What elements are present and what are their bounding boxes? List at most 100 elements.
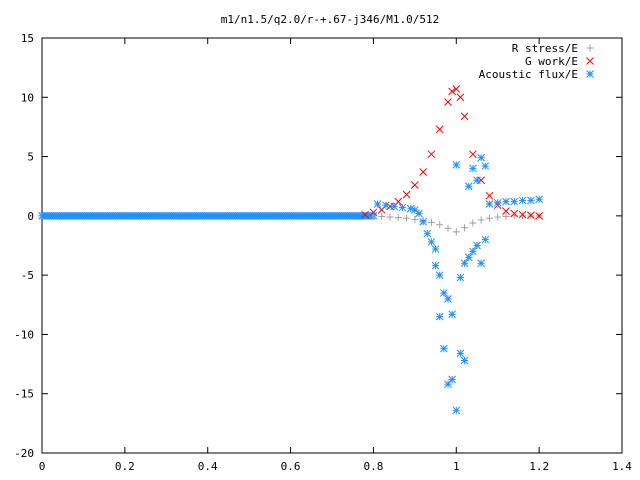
marker-stroke [518,210,527,219]
legend-label: R stress/E [512,42,578,55]
marker-stroke [485,191,494,200]
data-point [415,209,423,218]
series-2 [373,153,543,415]
data-point [427,150,436,159]
data-point [448,310,456,319]
data-point [477,259,485,268]
x-tick-label: 0.4 [198,460,218,473]
marker-stroke [415,209,423,218]
marker-stroke [448,87,456,96]
data-point [444,295,452,303]
axes: 0 0.2 0.4 0.6 0.8 1 1.2 1.4 -20 -15 -10 -5 0 5 10 15 [14,32,632,473]
data-point [452,85,461,93]
marker-stroke [390,202,398,211]
marker-stroke [493,198,502,207]
data-point [411,215,419,223]
data-point [435,312,444,321]
marker-stroke [502,207,510,215]
y-tick-label: 0 [27,210,34,223]
x-tick-label: 1.4 [612,460,632,473]
y-tick-label: 5 [27,151,34,164]
data-point [469,247,477,256]
data-point [502,212,510,220]
marker-stroke [527,196,535,205]
y-tick-label: -10 [14,328,34,341]
x-tick-label: 1 [453,460,460,473]
data-point [419,168,427,176]
data-point [435,271,444,279]
data-point [494,213,502,221]
marker-stroke [586,57,594,65]
marker-stroke [469,164,477,173]
data-point [473,176,481,185]
marker-stroke [427,150,436,159]
data-point [403,214,411,222]
marker-stroke [477,259,485,268]
marker-stroke [586,70,594,78]
marker-stroke [373,200,382,208]
data-point [406,204,415,213]
marker-stroke [469,247,477,256]
data-point [469,164,477,173]
data-point [481,162,490,170]
data-point [431,261,440,270]
data-point [535,195,543,204]
marker-stroke [361,210,369,219]
marker-stroke [440,289,448,297]
data-point [378,212,386,220]
marker-stroke [435,271,444,279]
data-point [431,245,440,253]
marker-stroke [464,253,473,262]
y-tick-label: -20 [14,447,34,460]
x-tick-label: 0.8 [363,460,383,473]
marker-stroke [452,85,461,93]
data-point [419,217,427,226]
marker-stroke [460,259,469,268]
legend-marker [586,57,594,65]
marker-stroke [481,162,490,170]
data-point [435,125,444,134]
series-1 [361,85,543,220]
marker-stroke [423,229,432,238]
marker-stroke [431,261,440,270]
marker-stroke [406,204,415,213]
data-point [477,216,485,224]
data-point [386,213,394,221]
data-point [519,212,527,220]
marker-stroke [502,197,510,206]
data-point [477,153,485,162]
data-point [461,224,469,232]
data-point [464,182,473,191]
legend-marker [586,44,594,52]
data-marks [38,85,543,415]
plot-area-frame [41,37,623,454]
data-point [485,200,494,208]
marker-stroke [435,312,444,321]
data-point [398,203,407,212]
data-point [485,214,493,222]
data-point [436,221,444,229]
data-point [452,161,461,169]
marker-stroke [477,153,485,162]
data-point [502,207,510,215]
x-tick-label: 0 [39,460,46,473]
data-point [469,150,477,159]
data-point [390,202,398,211]
marker-stroke [469,150,477,159]
data-point [440,344,448,353]
data-point [394,214,402,222]
marker-stroke [369,208,378,217]
legend-label: Acoustic flux/E [479,68,578,81]
y-tick-label: 15 [21,32,34,45]
data-point [456,273,465,282]
marker-stroke [456,273,465,282]
data-point [444,98,452,106]
marker-stroke [448,375,456,384]
marker-stroke [398,203,407,212]
data-point [448,87,456,96]
data-point [427,218,435,226]
marker-stroke [431,245,440,253]
x-tick-label: 1.2 [529,460,549,473]
